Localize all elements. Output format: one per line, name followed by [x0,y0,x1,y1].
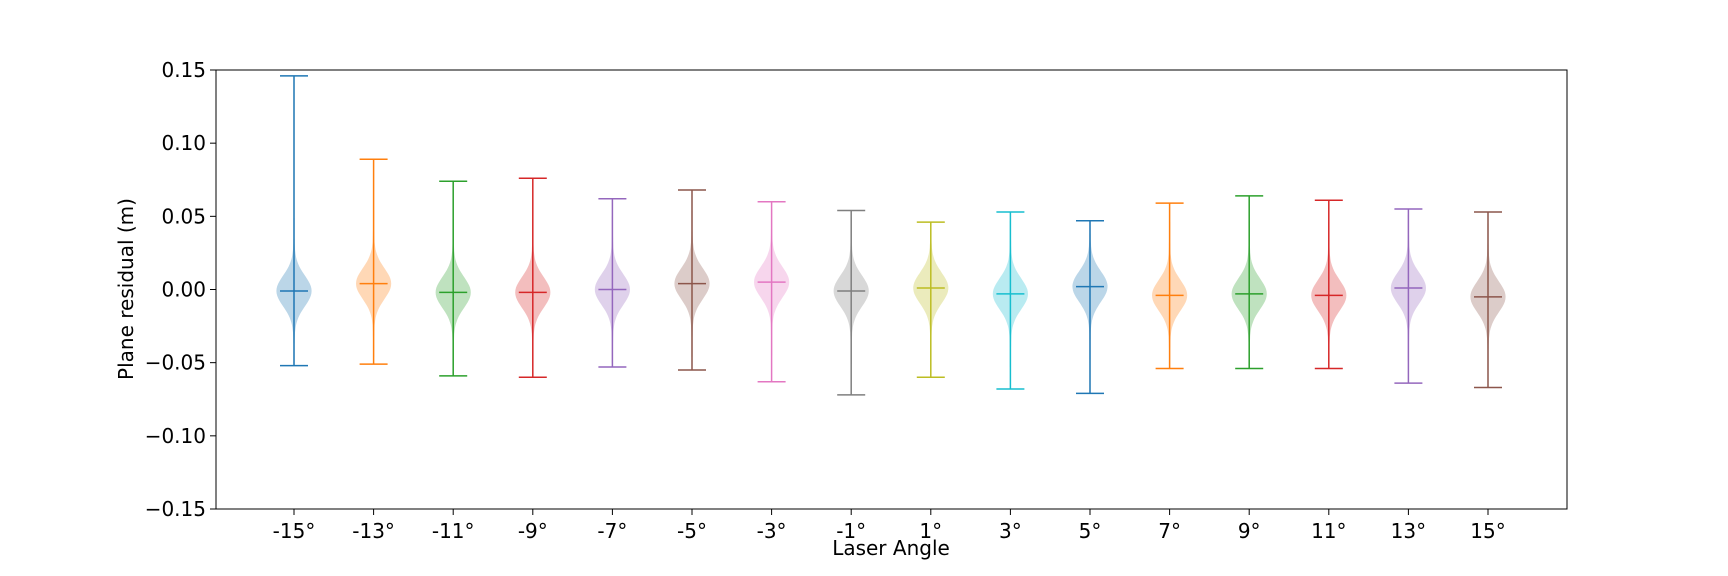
x-tick-label: 3° [999,519,1022,543]
x-tick-label: -3° [757,519,787,543]
x-tick-label: -9° [518,519,548,543]
violin-9° [1231,195,1267,370]
x-tick-label: 11° [1311,519,1346,543]
y-tick-label: 0.10 [161,131,206,155]
x-tick-label: 9° [1238,519,1261,543]
y-tick-label: 0.05 [161,204,206,228]
violin--5° [674,189,710,371]
violin-5° [1072,219,1108,395]
violin--11° [435,180,471,377]
violin-15° [1470,211,1506,389]
violin-1° [913,221,949,379]
x-tick-label: -13° [352,519,395,543]
y-tick-label: −0.05 [145,351,206,375]
x-tick-label: 7° [1158,519,1181,543]
x-tick-label: 5° [1079,519,1102,543]
y-tick-label: 0.00 [161,278,206,302]
y-axis-title: Plane residual (m) [114,198,138,380]
x-tick-label: 13° [1391,519,1426,543]
violin-11° [1311,199,1347,370]
violin--15° [276,75,312,367]
x-tick-label: -5° [677,519,707,543]
violin-13° [1390,208,1426,384]
x-tick-label: 15° [1470,519,1505,543]
violin-3° [992,211,1028,390]
violin--9° [515,177,551,379]
y-tick-label: 0.15 [161,58,206,82]
violin--1° [833,209,869,396]
x-axis: -15° -13° -11° -9° -7° -5° -3° -1° 1° 3° 5° 7° 9° 11°… [273,509,1506,543]
violin-series-group [276,75,1506,396]
x-tick-label: -7° [597,519,627,543]
y-tick-label: −0.15 [145,497,206,521]
y-tick-label: −0.10 [145,424,206,448]
x-tick-label: -15° [273,519,316,543]
violin--7° [594,198,630,368]
plot-area-frame [215,69,1568,510]
x-axis-title: Laser Angle [832,536,950,560]
x-tick-label: -11° [432,519,475,543]
x-tick-label: -1° [836,519,866,543]
violin-7° [1152,202,1188,370]
y-axis: 0.15 0.10 0.05 0.00 −0.05 −0.10 −0.15 [145,58,216,521]
x-tick-label: 1° [919,519,942,543]
violin--3° [754,200,790,383]
violin--13° [356,158,392,365]
